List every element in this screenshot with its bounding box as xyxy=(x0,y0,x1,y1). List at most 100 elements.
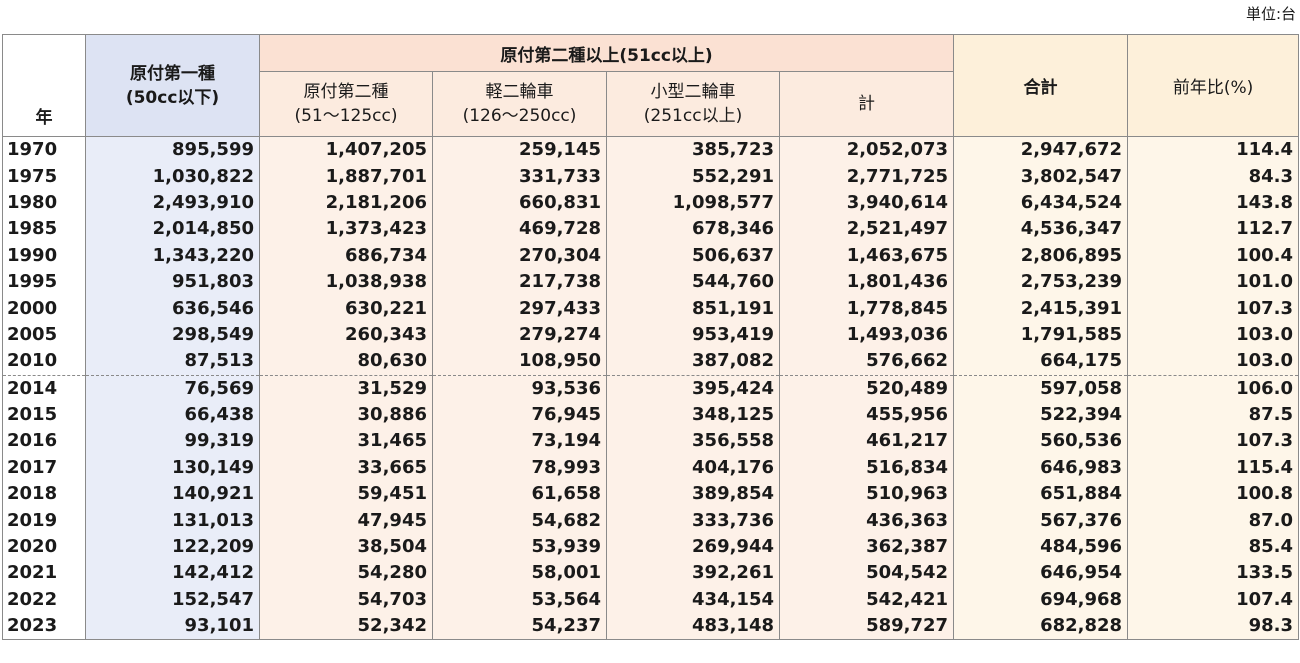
cell-subtotal: 2,771,725 xyxy=(778,163,955,190)
cell-gen2: 31,529 xyxy=(259,374,433,402)
cell-kogata: 395,424 xyxy=(606,374,780,402)
cell-gen1: 2,493,910 xyxy=(85,189,260,217)
table-row: 2017 130,149 33,665 78,993 404,176 516,834 646… xyxy=(2,454,1300,482)
cell-kei: 93,536 xyxy=(432,374,607,402)
cell-kei: 108,950 xyxy=(432,348,607,376)
cell-kogata: 348,125 xyxy=(606,401,780,429)
cell-year: 2020 xyxy=(2,533,86,561)
cell-gen2: 47,945 xyxy=(259,507,433,534)
cell-gen2: 52,342 xyxy=(259,613,433,641)
cell-total: 6,434,524 xyxy=(953,189,1129,217)
header-kogata-line2: (251cc以上) xyxy=(643,106,743,126)
cell-subtotal: 542,421 xyxy=(778,586,955,614)
cell-year: 2018 xyxy=(2,481,86,508)
cell-gen1: 131,013 xyxy=(85,507,260,534)
cell-kogata: 389,854 xyxy=(606,481,780,508)
cell-ratio: 85.4 xyxy=(1127,533,1300,561)
cell-year: 1970 xyxy=(2,136,86,164)
cell-kogata: 1,098,577 xyxy=(606,189,780,217)
cell-ratio: 98.3 xyxy=(1127,613,1300,641)
cell-total: 646,983 xyxy=(953,454,1129,482)
cell-ratio: 107.3 xyxy=(1127,428,1300,455)
cell-year: 2000 xyxy=(2,295,86,322)
cell-kogata: 434,154 xyxy=(606,586,780,614)
cell-kei: 78,993 xyxy=(432,454,607,482)
cell-gen2: 1,407,205 xyxy=(259,136,433,164)
table-row: 2015 66,438 30,886 76,945 348,125 455,956 522,… xyxy=(2,401,1300,429)
cell-year: 1990 xyxy=(2,242,86,269)
table-row: 2020 122,209 38,504 53,939 269,944 362,387 484… xyxy=(2,533,1300,561)
cell-kei: 270,304 xyxy=(432,242,607,269)
cell-year: 2010 xyxy=(2,348,86,376)
header-kogata-line1: 小型二輪車 xyxy=(650,82,736,102)
header-kogata: 小型二輪車 (251cc以上) xyxy=(606,71,780,137)
cell-gen2: 31,465 xyxy=(259,428,433,455)
header-subtotal: 計 xyxy=(778,71,955,137)
header-ratio: 前年比(%) xyxy=(1127,34,1300,137)
cell-subtotal: 1,493,036 xyxy=(778,321,955,349)
cell-subtotal: 516,834 xyxy=(778,454,955,482)
cell-kogata: 404,176 xyxy=(606,454,780,482)
cell-total: 651,884 xyxy=(953,481,1129,508)
header-gen2: 原付第二種 (51〜125cc) xyxy=(259,71,433,137)
cell-gen2: 38,504 xyxy=(259,533,433,561)
table-row: 2010 87,513 80,630 108,950 387,082 576,662 664… xyxy=(2,348,1300,376)
cell-gen1: 1,030,822 xyxy=(85,163,260,190)
cell-total: 597,058 xyxy=(953,374,1129,402)
cell-year: 2015 xyxy=(2,401,86,429)
cell-total: 664,175 xyxy=(953,348,1129,376)
cell-year: 2023 xyxy=(2,613,86,641)
cell-ratio: 143.8 xyxy=(1127,189,1300,217)
cell-kogata: 953,419 xyxy=(606,321,780,349)
cell-gen1: 636,546 xyxy=(85,295,260,322)
cell-gen2: 1,373,423 xyxy=(259,216,433,243)
cell-kei: 53,939 xyxy=(432,533,607,561)
cell-kei: 61,658 xyxy=(432,481,607,508)
motorcycle-data-table: 年 原付第一種 (50cc以下) 原付第二種以上(51cc以上) 合計 前年比(… xyxy=(2,34,1300,641)
cell-ratio: 100.4 xyxy=(1127,242,1300,269)
cell-year: 1975 xyxy=(2,163,86,190)
cell-subtotal: 2,521,497 xyxy=(778,216,955,243)
cell-subtotal: 510,963 xyxy=(778,481,955,508)
cell-subtotal: 3,940,614 xyxy=(778,189,955,217)
cell-gen2: 260,343 xyxy=(259,321,433,349)
cell-kogata: 506,637 xyxy=(606,242,780,269)
table-row: 2018 140,921 59,451 61,658 389,854 510,963 651… xyxy=(2,481,1300,508)
cell-kogata: 333,736 xyxy=(606,507,780,534)
table-body: 1970 895,599 1,407,205 259,145 385,723 2,052,… xyxy=(2,136,1300,641)
cell-kogata: 387,082 xyxy=(606,348,780,376)
table-row: 2000 636,546 630,221 297,433 851,191 1,778,84… xyxy=(2,295,1300,322)
cell-gen1: 87,513 xyxy=(85,348,260,376)
cell-year: 1995 xyxy=(2,268,86,296)
cell-ratio: 101.0 xyxy=(1127,268,1300,296)
cell-gen2: 30,886 xyxy=(259,401,433,429)
cell-gen1: 951,803 xyxy=(85,268,260,296)
cell-subtotal: 461,217 xyxy=(778,428,955,455)
cell-kogata: 552,291 xyxy=(606,163,780,190)
unit-label: 単位:台 xyxy=(1245,5,1296,23)
cell-gen1: 93,101 xyxy=(85,613,260,641)
cell-subtotal: 362,387 xyxy=(778,533,955,561)
cell-total: 2,947,672 xyxy=(953,136,1129,164)
cell-ratio: 87.0 xyxy=(1127,507,1300,534)
cell-ratio: 115.4 xyxy=(1127,454,1300,482)
cell-year: 2017 xyxy=(2,454,86,482)
table-row: 2023 93,101 52,342 54,237 483,148 589,727 682,… xyxy=(2,613,1300,641)
header-kei-line2: (126〜250cc) xyxy=(462,106,577,126)
cell-gen2: 80,630 xyxy=(259,348,433,376)
cell-total: 646,954 xyxy=(953,560,1129,587)
cell-subtotal: 576,662 xyxy=(778,348,955,376)
table-row: 1990 1,343,220 686,734 270,304 506,637 1,463,… xyxy=(2,242,1300,269)
cell-gen2: 1,038,938 xyxy=(259,268,433,296)
table-row: 2021 142,412 54,280 58,001 392,261 504,542 646… xyxy=(2,560,1300,587)
cell-total: 3,802,547 xyxy=(953,163,1129,190)
cell-kei: 660,831 xyxy=(432,189,607,217)
cell-year: 2022 xyxy=(2,586,86,614)
cell-gen2: 630,221 xyxy=(259,295,433,322)
header-over-group: 原付第二種以上(51cc以上) xyxy=(258,34,955,72)
cell-year: 1985 xyxy=(2,216,86,243)
cell-gen1: 66,438 xyxy=(85,401,260,429)
cell-gen2: 54,703 xyxy=(259,586,433,614)
table-row: 1995 951,803 1,038,938 217,738 544,760 1,801,… xyxy=(2,268,1300,296)
table-row: 2022 152,547 54,703 53,564 434,154 542,421 694… xyxy=(2,586,1300,614)
